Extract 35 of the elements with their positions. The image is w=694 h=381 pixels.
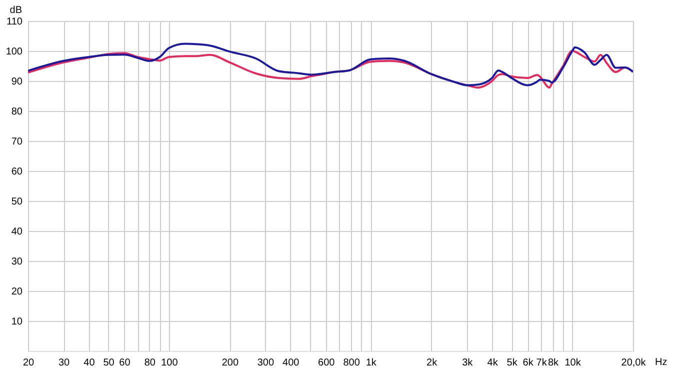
y-tick-label: 70 <box>11 136 23 148</box>
x-tick-label: 1k <box>366 358 378 368</box>
x-tick-label: 50 <box>103 358 115 368</box>
x-tick-label: 80 <box>144 358 156 368</box>
y-tick-label: 100 <box>6 46 23 58</box>
x-tick-label: 400 <box>282 358 300 368</box>
y-tick-label: 40 <box>11 226 23 238</box>
y-tick-label: 80 <box>11 106 23 118</box>
x-tick-label: 800 <box>343 358 360 368</box>
x-tick-label: 7k <box>536 358 548 368</box>
x-axis-title: Hz <box>655 357 668 368</box>
x-tick-label: 2k <box>426 358 438 368</box>
x-tick-label: 6k <box>522 358 534 368</box>
y-tick-label: 90 <box>11 76 23 88</box>
y-tick-label: 30 <box>11 256 23 268</box>
y-tick-label: 10 <box>11 316 23 328</box>
x-tick-label: 20,0k <box>621 358 647 368</box>
x-tick-label: 3k <box>462 358 474 368</box>
x-tick-label: 4k <box>487 358 499 368</box>
x-tick-label: 300 <box>257 358 274 368</box>
x-tick-label: 40 <box>84 358 96 368</box>
x-tick-label: 30 <box>58 358 70 368</box>
y-tick-label: 20 <box>11 286 23 298</box>
x-tick-label: 600 <box>318 358 336 368</box>
x-tick-label: 60 <box>119 358 131 368</box>
y-axis-title: dB <box>10 5 22 16</box>
y-tick-label: 50 <box>11 196 23 208</box>
x-tick-label: 100 <box>161 358 178 368</box>
y-tick-label: 110 <box>6 16 23 28</box>
y-tick-label: 60 <box>11 166 23 178</box>
x-tick-label: 20 <box>22 358 34 368</box>
x-tick-label: 200 <box>222 358 239 368</box>
x-tick-label: 5k <box>506 358 518 368</box>
x-tick-label: 8k <box>548 358 560 368</box>
x-tick-label: 10k <box>564 358 582 368</box>
